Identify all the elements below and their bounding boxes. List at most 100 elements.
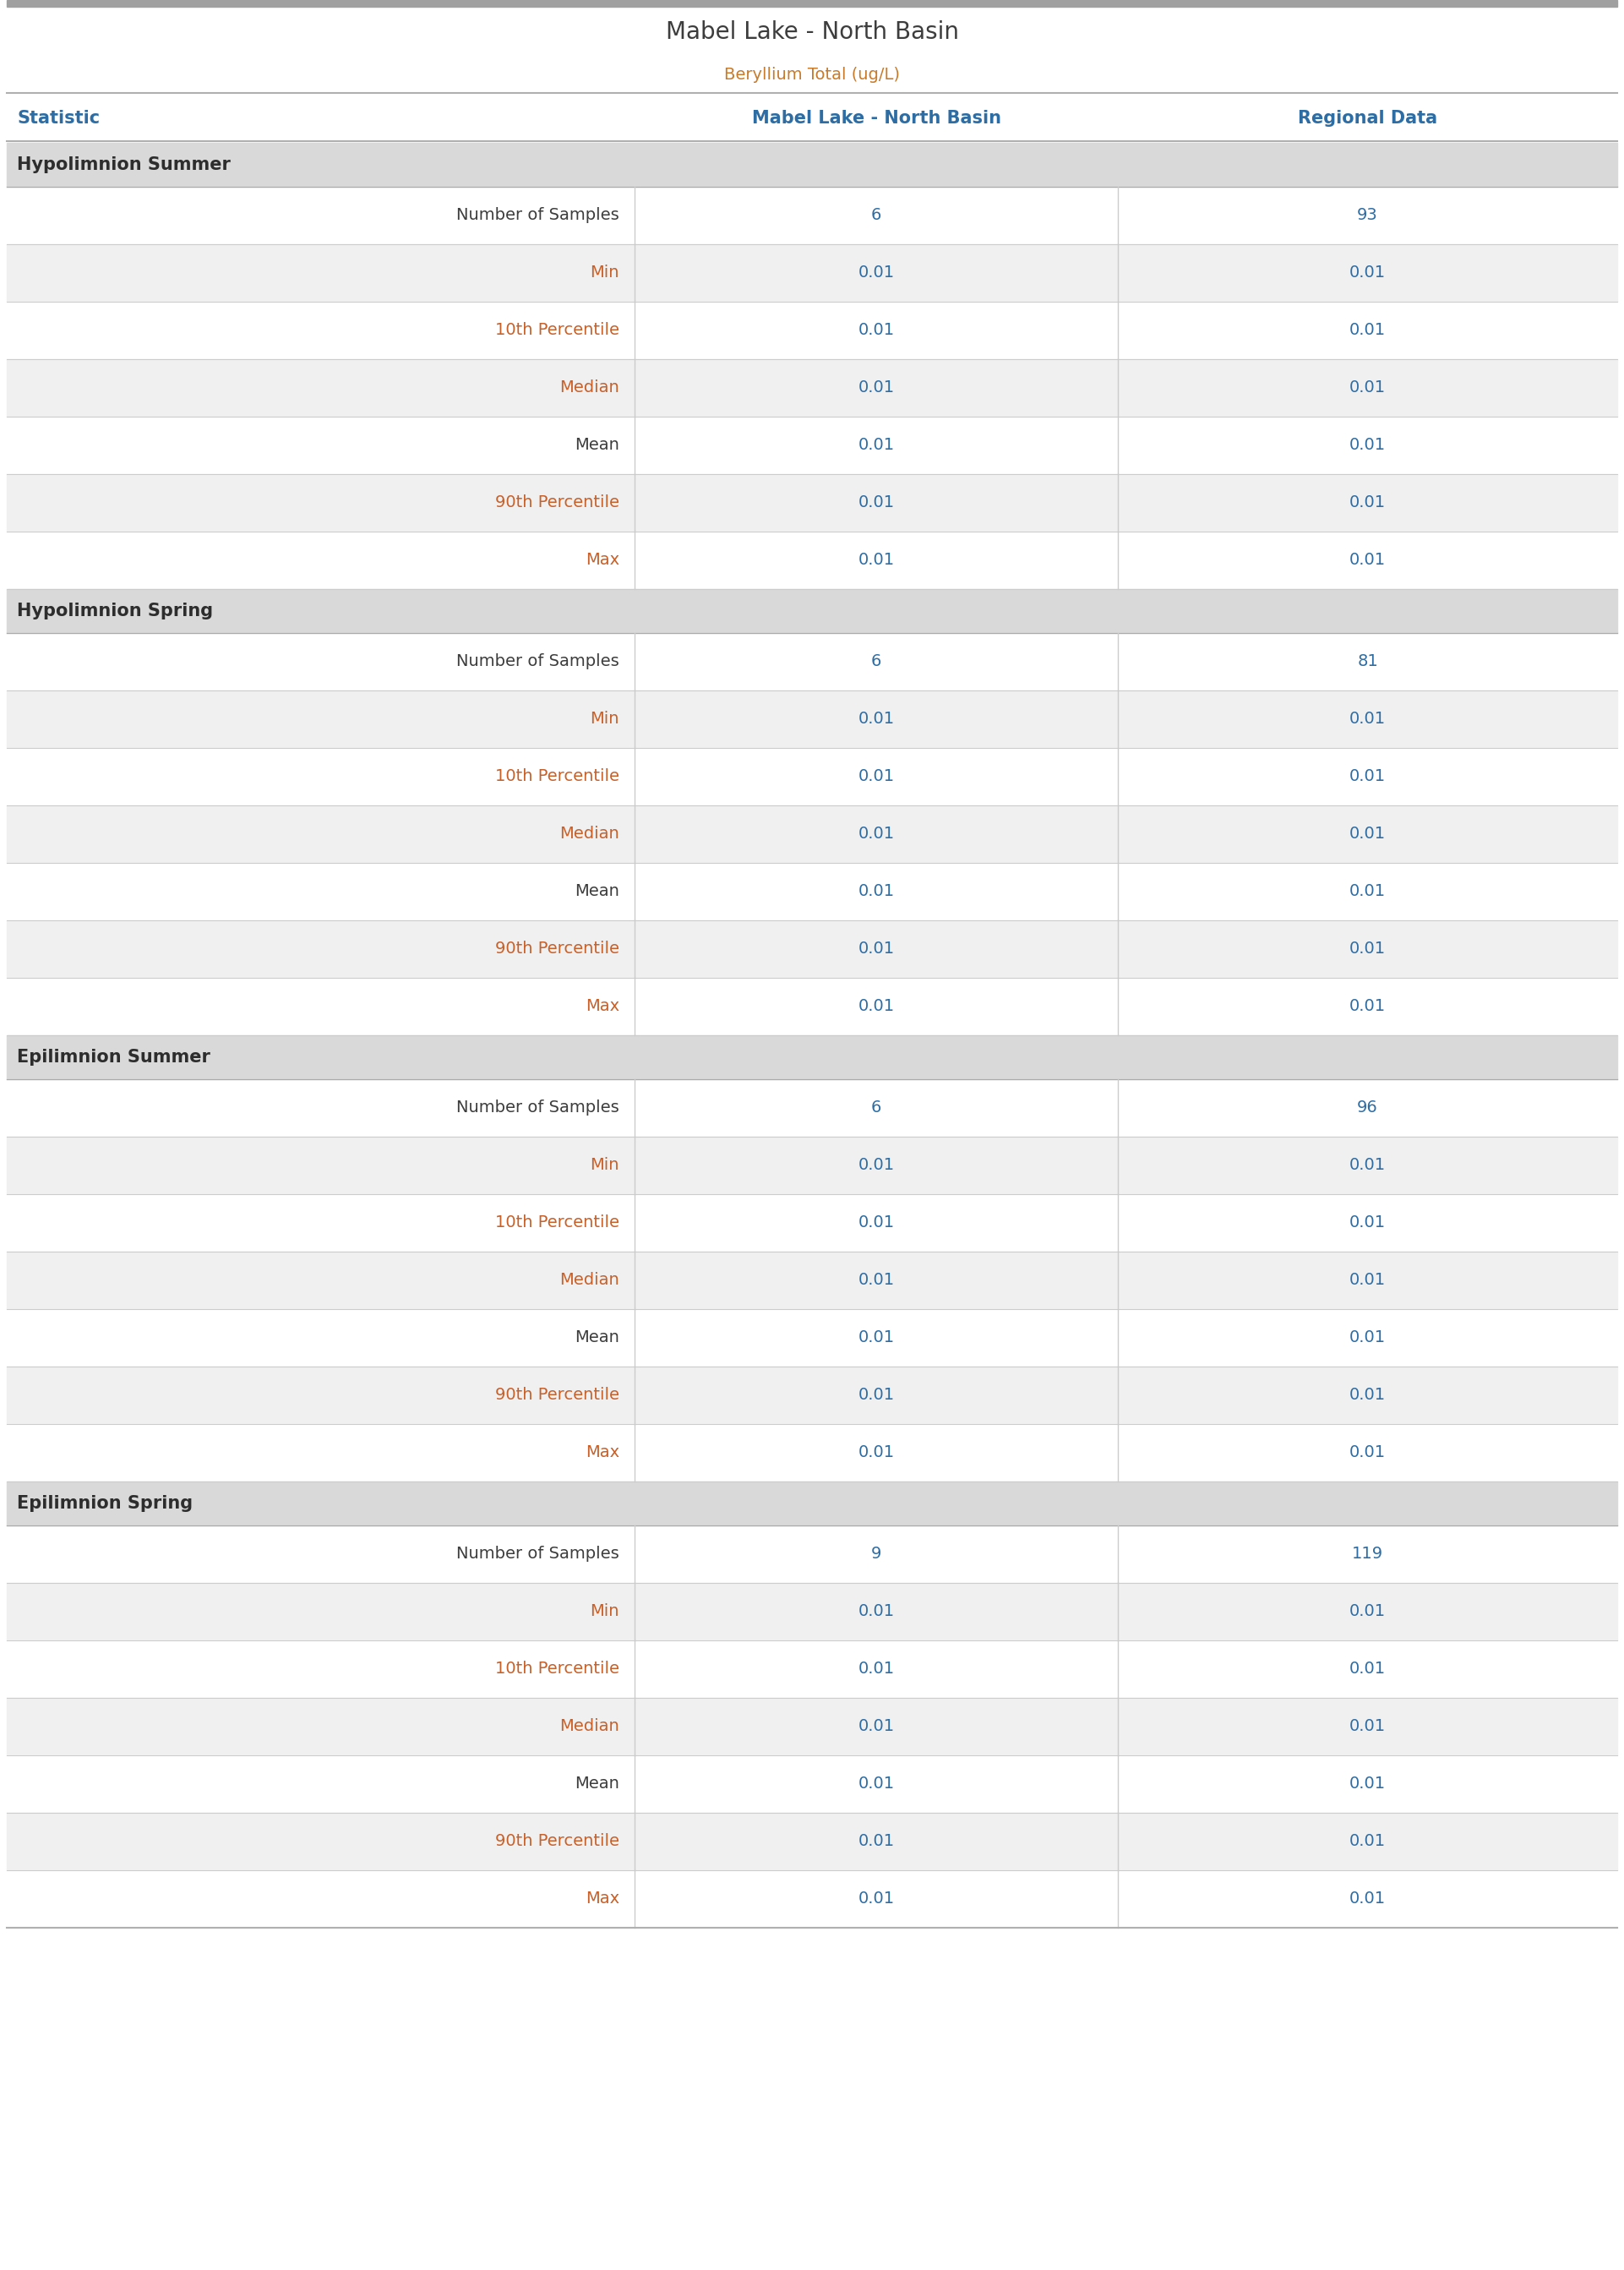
Text: 0.01: 0.01	[1350, 711, 1385, 726]
Text: 0.01: 0.01	[1350, 322, 1385, 338]
Text: Hypolimnion Spring: Hypolimnion Spring	[16, 602, 213, 620]
Text: Min: Min	[590, 1603, 619, 1621]
Text: 0.01: 0.01	[1350, 1718, 1385, 1734]
Text: Mean: Mean	[575, 1330, 619, 1346]
Text: Mean: Mean	[575, 438, 619, 454]
Text: 0.01: 0.01	[857, 266, 895, 281]
Text: 0.01: 0.01	[1350, 379, 1385, 395]
Text: 0.01: 0.01	[1350, 495, 1385, 511]
Text: 6: 6	[870, 207, 882, 222]
Text: 0.01: 0.01	[857, 826, 895, 842]
Bar	[6, 1698, 1618, 1755]
Text: 0.01: 0.01	[857, 1718, 895, 1734]
Text: 0.01: 0.01	[1350, 1158, 1385, 1174]
Text: 0.01: 0.01	[857, 883, 895, 899]
Text: Mean: Mean	[575, 1775, 619, 1791]
Text: 0.01: 0.01	[1350, 1214, 1385, 1230]
Text: 0.01: 0.01	[857, 322, 895, 338]
Bar	[6, 245, 1618, 302]
Text: 6: 6	[870, 654, 882, 670]
Text: 90th Percentile: 90th Percentile	[495, 942, 619, 958]
Bar	[6, 1137, 1618, 1194]
Text: Regional Data: Regional Data	[1298, 109, 1437, 127]
Text: Max: Max	[585, 999, 619, 1015]
Text: Mean: Mean	[575, 883, 619, 899]
Text: 0.01: 0.01	[1350, 1387, 1385, 1403]
Bar	[6, 186, 1618, 245]
Text: 0.01: 0.01	[857, 1330, 895, 1346]
Text: Statistic: Statistic	[16, 109, 99, 127]
Bar	[6, 919, 1618, 978]
Bar	[6, 806, 1618, 863]
Bar	[6, 1423, 1618, 1482]
Text: 0.01: 0.01	[1350, 266, 1385, 281]
Bar	[6, 474, 1618, 531]
Bar	[6, 1870, 1618, 1927]
Bar	[6, 1582, 1618, 1641]
Text: Median: Median	[560, 1271, 619, 1289]
Text: Beryllium Total (ug/L): Beryllium Total (ug/L)	[724, 68, 900, 84]
Bar	[6, 690, 1618, 747]
Bar	[6, 863, 1618, 919]
Text: 0.01: 0.01	[1350, 1662, 1385, 1678]
Text: Min: Min	[590, 266, 619, 281]
Text: 93: 93	[1358, 207, 1379, 222]
Bar	[6, 0, 1618, 7]
Text: Number of Samples: Number of Samples	[456, 207, 619, 222]
Text: 0.01: 0.01	[857, 1834, 895, 1850]
Text: 0.01: 0.01	[1350, 999, 1385, 1015]
Text: 0.01: 0.01	[857, 770, 895, 785]
Text: 0.01: 0.01	[857, 1444, 895, 1462]
Text: Hypolimnion Summer: Hypolimnion Summer	[16, 157, 231, 173]
Text: 119: 119	[1351, 1546, 1384, 1562]
Bar	[6, 1367, 1618, 1423]
Bar	[6, 418, 1618, 474]
Text: 0.01: 0.01	[857, 1387, 895, 1403]
Text: 0.01: 0.01	[1350, 826, 1385, 842]
Text: 96: 96	[1358, 1101, 1379, 1117]
Text: 81: 81	[1358, 654, 1379, 670]
Text: 0.01: 0.01	[1350, 552, 1385, 568]
Bar	[6, 1310, 1618, 1367]
Text: Mabel Lake - North Basin: Mabel Lake - North Basin	[666, 20, 958, 43]
Text: 0.01: 0.01	[1350, 438, 1385, 454]
Bar	[6, 978, 1618, 1035]
Text: Min: Min	[590, 711, 619, 726]
Text: 0.01: 0.01	[857, 1271, 895, 1289]
Text: 0.01: 0.01	[857, 1603, 895, 1621]
Text: Max: Max	[585, 1444, 619, 1462]
Bar	[6, 633, 1618, 690]
Text: 90th Percentile: 90th Percentile	[495, 495, 619, 511]
Text: 0.01: 0.01	[1350, 1891, 1385, 1907]
Text: Epilimnion Spring: Epilimnion Spring	[16, 1496, 193, 1512]
Bar	[6, 531, 1618, 588]
Text: 0.01: 0.01	[857, 1214, 895, 1230]
Text: 0.01: 0.01	[857, 379, 895, 395]
Text: 0.01: 0.01	[857, 999, 895, 1015]
Text: 6: 6	[870, 1101, 882, 1117]
Bar	[6, 588, 1618, 633]
Text: Epilimnion Summer: Epilimnion Summer	[16, 1049, 209, 1065]
Text: Number of Samples: Number of Samples	[456, 1101, 619, 1117]
Text: 90th Percentile: 90th Percentile	[495, 1387, 619, 1403]
Bar	[6, 1035, 1618, 1078]
Text: 0.01: 0.01	[1350, 1330, 1385, 1346]
Text: 0.01: 0.01	[1350, 1603, 1385, 1621]
Text: Number of Samples: Number of Samples	[456, 1546, 619, 1562]
Text: Median: Median	[560, 1718, 619, 1734]
Text: Max: Max	[585, 552, 619, 568]
Bar	[6, 1078, 1618, 1137]
Text: 0.01: 0.01	[1350, 1834, 1385, 1850]
Text: 0.01: 0.01	[1350, 1775, 1385, 1791]
Bar	[6, 1814, 1618, 1870]
Text: 0.01: 0.01	[1350, 1271, 1385, 1289]
Text: 10th Percentile: 10th Percentile	[495, 1662, 619, 1678]
Text: 0.01: 0.01	[857, 1775, 895, 1791]
Bar	[6, 1525, 1618, 1582]
Bar	[6, 1194, 1618, 1251]
Text: 0.01: 0.01	[1350, 942, 1385, 958]
Text: Number of Samples: Number of Samples	[456, 654, 619, 670]
Text: 10th Percentile: 10th Percentile	[495, 322, 619, 338]
Text: 0.01: 0.01	[1350, 883, 1385, 899]
Text: 0.01: 0.01	[857, 1891, 895, 1907]
